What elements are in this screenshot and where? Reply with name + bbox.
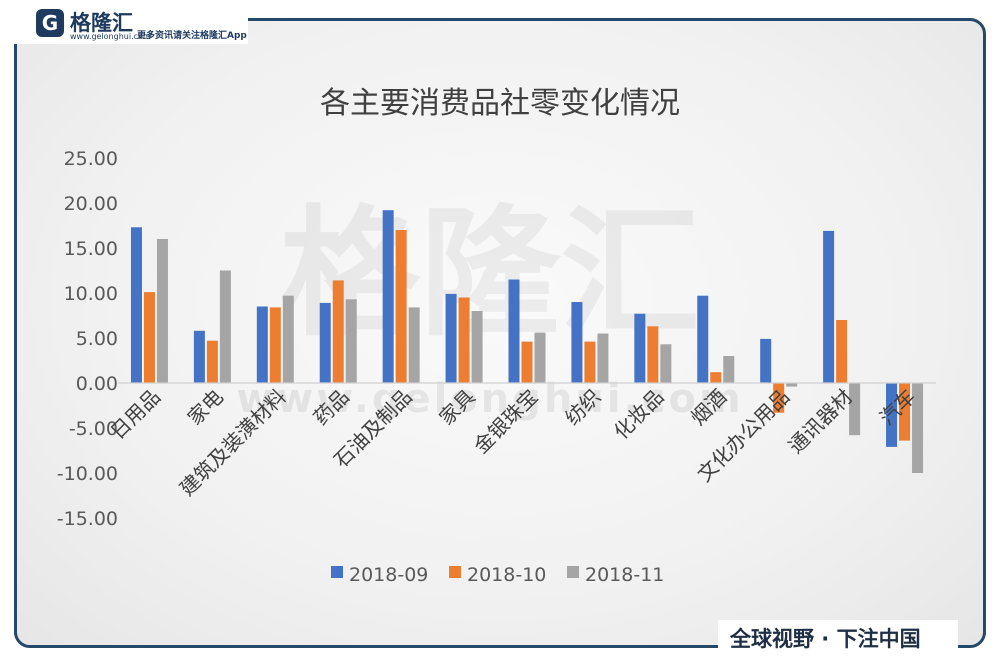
legend: 2018-09 2018-10 2018-11 [331,564,664,586]
bar-2018-10-家具 [458,297,470,383]
bar-2018-11-药品 [345,299,357,383]
bar-2018-11-金银珠宝 [534,332,546,383]
logo-domain: www.gelonghui.com [70,32,151,41]
bar-2018-11-纺织 [597,333,609,383]
bar-2018-10-金银珠宝 [521,341,533,383]
bar-2018-09-石油及制品 [382,210,394,383]
y-axis: 25.00 20.00 15.00 10.00 5.00 0.00 -5.00 -10.00 -… [57,148,118,530]
legend-swatch-2018-10 [449,566,461,578]
bar-2018-11-文化办公用品 [786,383,798,387]
bar-2018-11-石油及制品 [408,307,420,383]
bar-2018-11-家电 [219,270,231,383]
chart-title: 各主要消费品社零变化情况 [320,86,680,121]
bar-2018-10-汽车 [899,383,911,441]
bar-2018-09-化妆品 [634,313,646,383]
bar-2018-10-建筑及装潢材料 [269,307,281,383]
bar-2018-11-通讯器材 [849,383,861,436]
logo-name: 格隆汇 [70,11,133,35]
bar-2018-10-家电 [206,340,218,383]
bar-2018-10-文化办公用品 [773,383,785,413]
logo-slogan: 更多资讯请关注格隆汇App [137,31,247,41]
y-tick-label: -15.00 [57,508,118,530]
bar-2018-09-家具 [445,293,457,383]
y-tick-label: 5.00 [76,328,118,350]
bar-2018-10-日用品 [143,292,155,383]
y-tick-label: 15.00 [64,238,118,260]
bar-2018-11-家具 [471,311,483,383]
legend-label: 2018-11 [585,564,664,586]
bar-2018-10-药品 [332,280,344,383]
bar-2018-09-烟酒 [697,295,709,383]
y-tick-label: 10.00 [64,283,118,305]
bar-2018-10-通讯器材 [836,320,848,383]
bar-2018-10-纺织 [584,341,596,383]
bar-2018-10-烟酒 [710,372,722,383]
bar-2018-09-建筑及装潢材料 [256,306,268,383]
legend-label: 2018-09 [349,564,428,586]
y-tick-label: 20.00 [64,193,118,215]
footer-slogan: 全球视野 · 下注中国 [730,627,921,651]
bar-2018-11-建筑及装潢材料 [282,295,294,383]
bar-2018-11-日用品 [156,239,168,383]
legend-swatch-2018-09 [331,566,343,578]
logo-icon: G [36,9,64,37]
bar-2018-09-日用品 [130,227,142,383]
bar-2018-09-汽车 [886,383,898,447]
y-tick-label: -5.00 [69,418,118,440]
bar-2018-09-药品 [319,302,331,383]
bar-2018-11-烟酒 [723,356,735,383]
x-tick-label: 家电 [183,385,228,430]
bars-group [130,210,924,473]
x-tick-label: 通讯器材 [784,385,858,459]
watermark-url: www.gelonghui.com [236,376,743,422]
bar-2018-11-汽车 [912,383,924,473]
bar-2018-09-通讯器材 [823,230,835,383]
y-tick-label: 25.00 [64,148,118,170]
y-tick-label: 0.00 [76,373,118,395]
y-tick-label: -10.00 [57,463,118,485]
bar-2018-09-金银珠宝 [508,279,520,383]
bar-2018-11-化妆品 [660,344,672,383]
bar-2018-09-纺织 [571,302,583,383]
legend-swatch-2018-11 [567,566,579,578]
footer-area [718,620,958,656]
bar-2018-10-石油及制品 [395,230,407,383]
legend-label: 2018-10 [467,564,546,586]
logo-area: G 格隆汇 www.gelonghui.com 更多资讯请关注格隆汇App [0,0,248,44]
bar-2018-09-文化办公用品 [760,338,772,383]
bar-2018-10-化妆品 [647,326,659,383]
bar-2018-09-家电 [193,330,205,383]
